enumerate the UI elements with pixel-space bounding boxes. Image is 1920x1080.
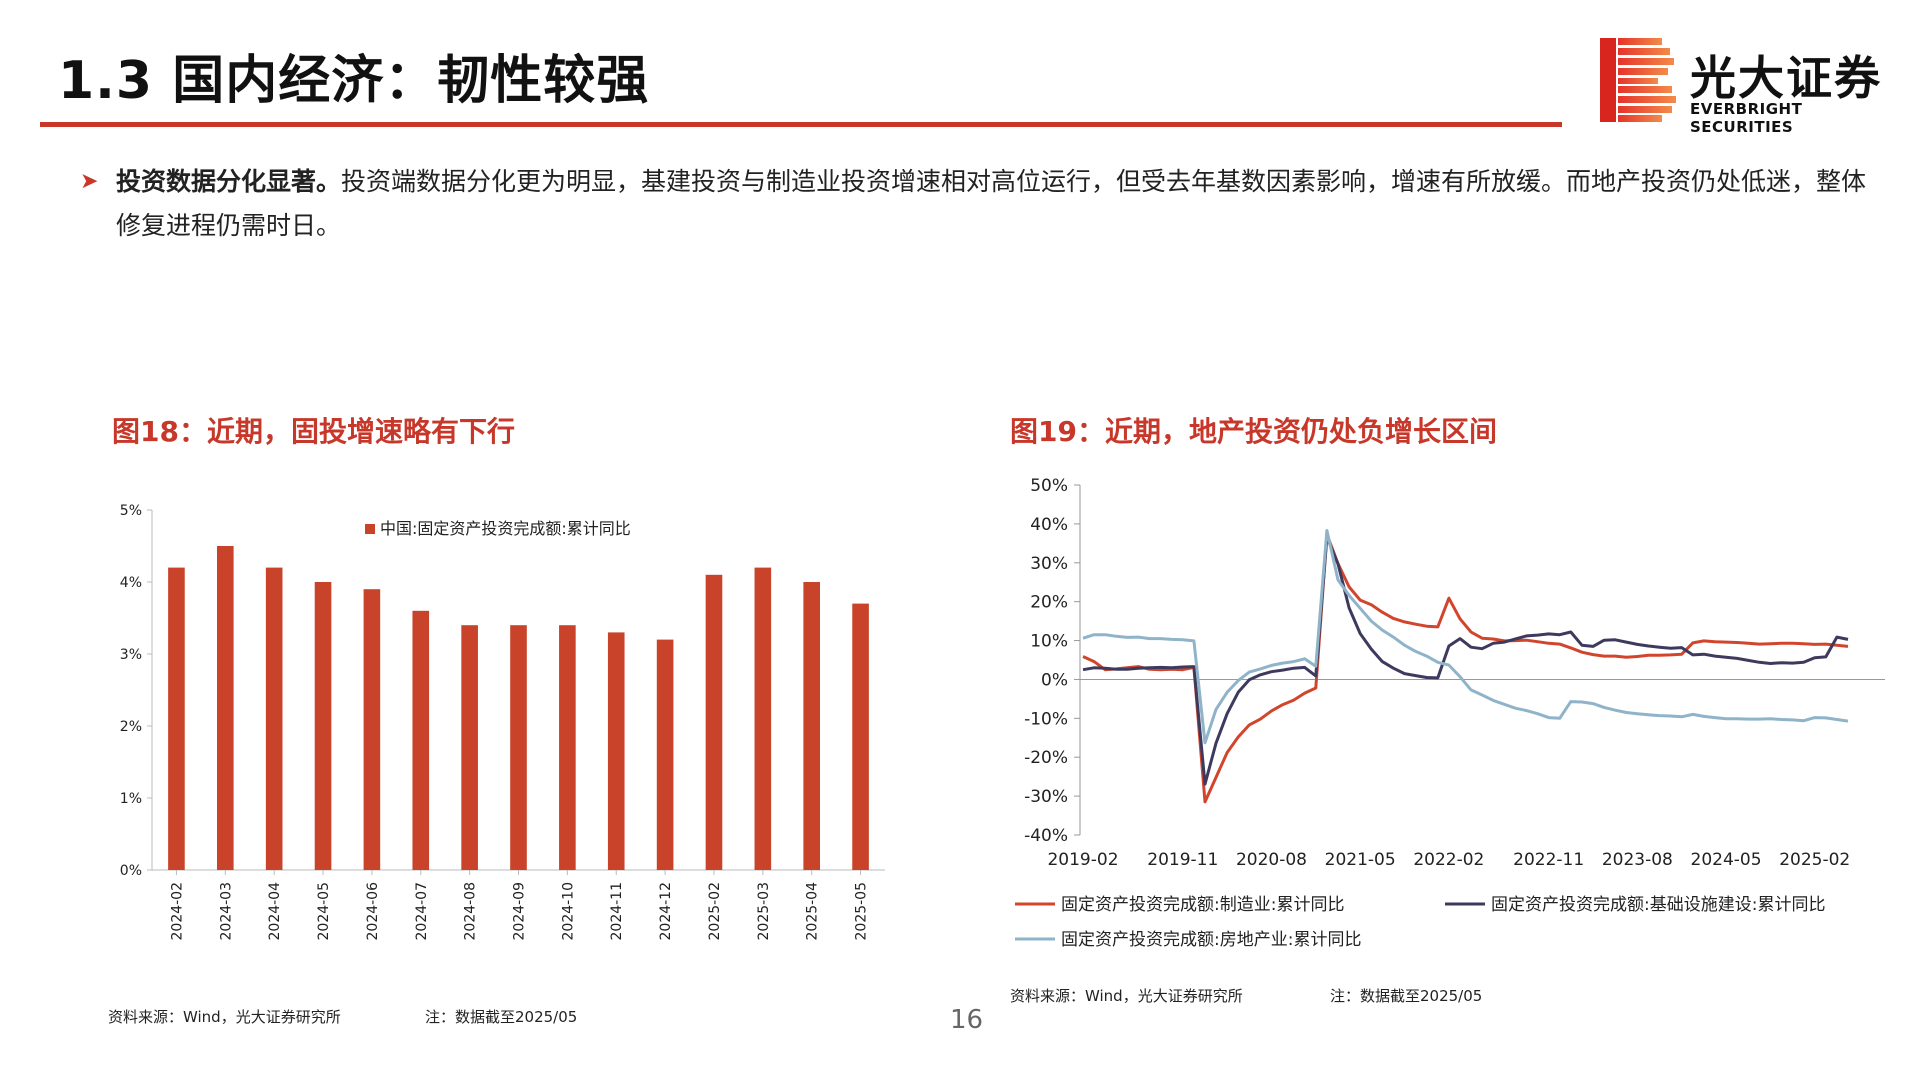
bar (216, 546, 234, 870)
x-tick-label: 2024-08 (463, 882, 479, 941)
y-tick-label: 10% (1030, 632, 1068, 652)
x-tick-label: 2023-08 (1602, 850, 1673, 870)
x-tick-label: 2025-03 (756, 882, 772, 941)
bullet-body: 投资端数据分化更为明显，基建投资与制造业投资增速相对高位运行，但受去年基数因素影… (116, 167, 1867, 240)
y-tick-label: 3% (120, 647, 142, 663)
page-title: 1.3 国内经济：韧性较强 (58, 51, 650, 111)
title-divider (40, 122, 1562, 127)
y-tick-label: -10% (1024, 709, 1068, 729)
y-tick-label: 2% (120, 719, 142, 735)
x-tick-label: 2024-05 (1691, 850, 1762, 870)
y-tick-label: 50% (1030, 476, 1068, 496)
bar (265, 567, 283, 870)
legend-label: 固定资产投资完成额:基础设施建设:累计同比 (1491, 895, 1825, 915)
x-tick-label: 2024-06 (365, 882, 381, 941)
x-tick-label: 2022-02 (1413, 850, 1484, 870)
x-tick-label: 2024-04 (267, 882, 283, 941)
fig19-line-chart: -40% -30% -20% -10% 0% 10% 20% 30% 40% 50% 2019-02… (1015, 476, 1885, 950)
x-tick-label: 2024-02 (169, 882, 185, 941)
bar (510, 625, 527, 870)
series-line-3 (1082, 529, 1849, 745)
y-tick-label: 5% (120, 503, 142, 519)
y-tick-label: 20% (1030, 593, 1068, 613)
bar (363, 589, 381, 870)
fig19-source: 资料来源：Wind，光大证券研究所 (1010, 987, 1243, 1005)
legend-label: 固定资产投资完成额:房地产业:累计同比 (1061, 930, 1361, 950)
bar (559, 625, 576, 870)
y-tick-label: 30% (1030, 554, 1068, 574)
y-tick-label: 0% (1041, 670, 1068, 690)
x-tick-label: 2024-10 (560, 882, 576, 941)
y-tick-label: 4% (120, 575, 142, 591)
x-tick-label: 2022-11 (1513, 850, 1584, 870)
bullet-arrow-icon: ➤ (80, 169, 99, 194)
x-tick-label: 2025-04 (805, 882, 821, 941)
bar (803, 582, 821, 870)
legend-swatch (365, 524, 375, 534)
y-tick-label: -30% (1024, 787, 1068, 807)
x-tick-label: 2024-12 (658, 882, 674, 941)
bar (314, 582, 332, 870)
bar (168, 567, 185, 870)
y-tick-label: 0% (120, 863, 142, 879)
y-tick-label: -20% (1024, 748, 1068, 768)
fig19-title: 图19：近期，地产投资仍处负增长区间 (1010, 415, 1497, 448)
x-tick-label: 2019-02 (1047, 850, 1118, 870)
x-tick-label: 2021-05 (1325, 850, 1396, 870)
logo-text-en: EVERBRIGHT SECURITIES (1690, 100, 1803, 136)
logo-text-cn: 光大证券 (1690, 51, 1882, 105)
everbright-logo-icon (1600, 38, 1676, 122)
brand-logo: 光大证券 EVERBRIGHT SECURITIES (1598, 38, 1898, 136)
x-tick-label: 2025-02 (1779, 850, 1850, 870)
page-number: 16 (950, 1005, 984, 1035)
x-tick-label: 2025-05 (854, 882, 870, 941)
y-tick-label: 1% (120, 791, 142, 807)
bullet-lead: 投资数据分化显著。 (116, 167, 342, 196)
legend-label: 固定资产投资完成额:制造业:累计同比 (1061, 895, 1344, 915)
y-tick-label: 40% (1030, 515, 1068, 535)
x-tick-label: 2020-08 (1236, 850, 1307, 870)
bar (705, 574, 723, 870)
fig18-note: 注：数据截至2025/05 (425, 1008, 578, 1026)
bullet-text: 投资数据分化显著。投资端数据分化更为明显，基建投资与制造业投资增速相对高位运行，… (116, 160, 1886, 248)
bar (754, 567, 772, 870)
x-tick-label: 2024-11 (609, 882, 625, 941)
fig18-title: 图18：近期，固投增速略有下行 (112, 415, 515, 448)
fig19-note: 注：数据截至2025/05 (1330, 987, 1483, 1005)
legend-label: 中国:固定资产投资完成额:累计同比 (380, 519, 631, 538)
bar (607, 632, 625, 870)
bar (461, 625, 478, 870)
fig18-source: 资料来源：Wind，光大证券研究所 (108, 1008, 341, 1026)
fig18-bar-chart: 0% 1% 2% 3% 4% 5% 2024-02 2024-03 2024-04 2024-05… (120, 503, 885, 941)
x-tick-label: 2024-05 (316, 882, 332, 941)
x-tick-label: 2024-03 (218, 882, 234, 941)
bar (656, 639, 674, 870)
series-line-2 (1082, 535, 1849, 786)
series-line-1 (1082, 532, 1849, 804)
x-tick-label: 2025-02 (707, 882, 723, 941)
x-tick-label: 2024-07 (414, 882, 430, 941)
y-tick-label: -40% (1024, 826, 1068, 846)
bar (852, 603, 869, 870)
x-tick-label: 2019-11 (1147, 850, 1218, 870)
bar (412, 610, 430, 870)
x-tick-label: 2024-09 (512, 882, 528, 941)
